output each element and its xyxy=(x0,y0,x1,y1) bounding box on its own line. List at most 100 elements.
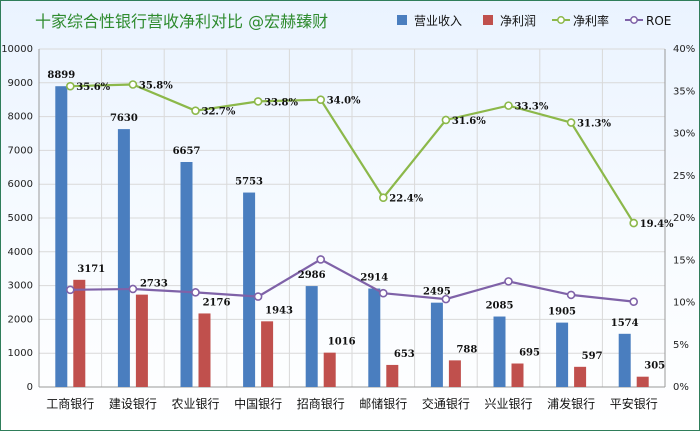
bar-net-profit-label: 1943 xyxy=(265,305,293,316)
point-net-margin xyxy=(441,115,451,125)
chart-title: 十家综合性银行营收净利对比 @宏赫臻财 xyxy=(35,12,328,31)
point-net-margin xyxy=(66,81,75,91)
point-roe xyxy=(441,294,451,304)
point-net-margin xyxy=(629,218,639,228)
y-left-tick-label: 3000 xyxy=(8,281,33,292)
bar-revenue xyxy=(368,288,381,387)
bar-revenue-label: 2914 xyxy=(360,273,388,284)
bar-net-profit-label: 597 xyxy=(582,351,603,362)
y-left-tick-label: 8000 xyxy=(8,112,33,123)
net-margin-label: 22.4% xyxy=(389,194,423,205)
y-left-tick-label: 10000 xyxy=(1,44,33,55)
legend-label: 净利润 xyxy=(500,14,536,28)
bar-net-profit-label: 1016 xyxy=(328,337,356,348)
net-margin-label: 33.8% xyxy=(264,97,298,108)
bar-net-profit-label: 3171 xyxy=(77,264,105,275)
legend-label: ROE xyxy=(646,14,671,28)
axes: 0 1000 2000 3000 4000 5000 6000 7000 8000 9000 100… xyxy=(1,44,695,411)
bar-net-profit-label: 2733 xyxy=(140,279,168,290)
bar-revenue-label: 7630 xyxy=(110,113,138,124)
y-right-tick-label: 15% xyxy=(673,255,695,266)
bar-net-profit-label: 305 xyxy=(644,361,665,372)
legend: 营业收入 净利润 净利率 ROE xyxy=(397,13,671,28)
point-roe xyxy=(504,277,513,286)
point-net-margin xyxy=(191,106,200,115)
point-roe xyxy=(629,297,639,306)
net-margin-label: 34.0% xyxy=(327,96,361,107)
legend-swatch xyxy=(397,15,407,25)
bar-net-profit xyxy=(198,313,211,387)
bar-revenue xyxy=(243,192,256,387)
bar-revenue-label: 2986 xyxy=(298,270,326,281)
x-tick-label: 工商银行 xyxy=(46,396,94,411)
point-net-margin xyxy=(378,193,388,203)
bar-net-profit-label: 788 xyxy=(456,344,477,355)
y-right-tick-label: 0% xyxy=(673,382,689,393)
y-right-tick-label: 35% xyxy=(673,86,695,97)
bar-net-profit xyxy=(386,364,399,387)
legend-marker xyxy=(557,16,565,24)
net-margin-label: 32.7% xyxy=(202,107,236,118)
bar-revenue-label: 6657 xyxy=(173,146,201,157)
x-tick-label: 建设银行 xyxy=(109,397,157,411)
bar-revenue xyxy=(430,302,443,387)
bar-revenue xyxy=(618,333,631,387)
point-net-margin xyxy=(253,97,263,106)
y-right-tick-label: 40% xyxy=(673,44,695,55)
point-roe xyxy=(378,288,388,298)
bar-net-profit xyxy=(636,376,649,387)
y-left-tick-label: 1000 xyxy=(8,348,33,359)
line-net-margin xyxy=(70,83,635,224)
y-right-tick-label: 30% xyxy=(673,129,695,140)
point-roe xyxy=(316,255,326,264)
point-roe xyxy=(191,288,200,297)
x-tick-label: 农业银行 xyxy=(171,397,219,411)
x-tick-label: 交通银行 xyxy=(422,396,470,411)
y-right-tick-label: 5% xyxy=(673,340,689,351)
x-tick-label: 招商银行 xyxy=(297,396,345,411)
point-roe xyxy=(66,285,75,295)
y-right-tick-label: 20% xyxy=(673,213,695,224)
lines xyxy=(66,80,639,306)
bar-net-profit xyxy=(135,294,148,387)
net-margin-label: 35.6% xyxy=(76,82,110,93)
net-margin-label: 33.3% xyxy=(515,102,549,113)
bar-revenue xyxy=(180,161,193,387)
y-right-tick-label: 10% xyxy=(673,298,695,309)
bar-net-profit xyxy=(574,366,587,387)
bar-net-profit-label: 2176 xyxy=(203,297,231,308)
y-left-tick-label: 0 xyxy=(27,382,33,393)
y-left-tick-label: 2000 xyxy=(8,314,33,325)
x-tick-label: 平安银行 xyxy=(610,396,658,411)
x-tick-label: 浦发银行 xyxy=(547,396,595,411)
y-left-tick-label: 4000 xyxy=(8,247,33,258)
data-labels: 8899 3171 7630 2733 6657 2176 5753 1943 2986 1016… xyxy=(47,70,674,371)
bar-net-profit xyxy=(73,279,86,387)
point-net-margin xyxy=(566,118,576,127)
y-left-tick-label: 7000 xyxy=(8,145,33,156)
bar-revenue xyxy=(493,316,506,387)
line-roe xyxy=(70,258,634,303)
point-roe xyxy=(253,292,263,301)
bar-net-profit xyxy=(261,321,274,387)
bar-net-profit xyxy=(448,360,461,387)
bar-revenue-label: 2495 xyxy=(423,287,451,298)
bars xyxy=(55,86,649,387)
bar-revenue-label: 1574 xyxy=(611,318,639,329)
bar-net-profit-label: 653 xyxy=(394,349,415,360)
y-left-tick-label: 5000 xyxy=(8,213,33,224)
legend-swatch xyxy=(483,15,493,25)
x-tick-label: 邮储银行 xyxy=(359,396,407,411)
bar-net-profit xyxy=(511,363,524,387)
bar-revenue-label: 2085 xyxy=(486,301,514,312)
legend-label: 营业收入 xyxy=(414,14,462,28)
net-margin-label: 31.3% xyxy=(577,119,611,130)
bar-revenue xyxy=(305,286,318,387)
point-roe xyxy=(566,290,576,300)
point-roe xyxy=(128,284,138,294)
bar-revenue-label: 8899 xyxy=(47,70,75,81)
legend-label: 净利率 xyxy=(573,13,609,28)
x-tick-label: 中国银行 xyxy=(234,396,282,411)
y-left-tick-label: 9000 xyxy=(8,78,33,89)
